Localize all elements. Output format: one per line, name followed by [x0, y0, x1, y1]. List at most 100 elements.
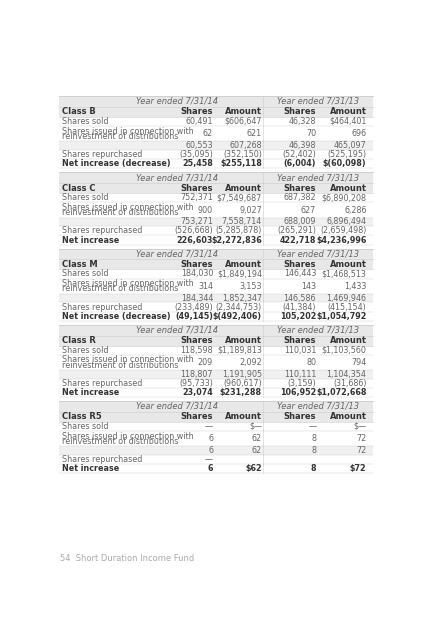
Text: Year ended 7/31/13: Year ended 7/31/13 [277, 402, 359, 411]
Text: 1,852,347: 1,852,347 [222, 294, 262, 303]
Text: Amount: Amount [330, 108, 367, 116]
Bar [59, 183, 373, 193]
Text: 184,030: 184,030 [181, 269, 213, 278]
Text: Shares issued in connection with: Shares issued in connection with [62, 203, 194, 212]
Text: 627: 627 [301, 205, 316, 214]
Text: $1,468,513: $1,468,513 [322, 269, 367, 278]
Text: 8: 8 [311, 464, 316, 473]
Text: $(60,098): $(60,098) [323, 159, 367, 168]
Text: Shares: Shares [181, 108, 213, 116]
Text: $4,236,996: $4,236,996 [316, 236, 367, 244]
Text: 6: 6 [208, 464, 213, 473]
Text: 422,718: 422,718 [280, 236, 316, 244]
Text: Shares sold: Shares sold [62, 193, 109, 202]
Text: 184,344: 184,344 [181, 294, 213, 303]
Text: Year ended 7/31/14: Year ended 7/31/14 [136, 326, 218, 335]
Text: 1,191,905: 1,191,905 [222, 370, 262, 379]
Text: 72: 72 [356, 434, 367, 443]
Text: $(492,406): $(492,406) [213, 312, 262, 321]
Bar [59, 218, 373, 226]
Text: (31,686): (31,686) [333, 379, 367, 388]
Text: Shares repurchased: Shares repurchased [62, 150, 142, 159]
Text: 146,443: 146,443 [284, 269, 316, 278]
Text: 2,092: 2,092 [239, 358, 262, 367]
Text: 72: 72 [356, 446, 367, 455]
Text: 6,286: 6,286 [344, 205, 367, 214]
Text: 146,586: 146,586 [284, 294, 316, 303]
Text: $6,890,208: $6,890,208 [322, 193, 367, 202]
Text: Shares issued in connection with: Shares issued in connection with [62, 279, 194, 288]
Text: Year ended 7/31/14: Year ended 7/31/14 [136, 173, 218, 182]
Text: $7,549,687: $7,549,687 [217, 193, 262, 202]
Text: (415,154): (415,154) [328, 303, 367, 312]
Text: Shares: Shares [181, 184, 213, 193]
Text: 110,031: 110,031 [284, 346, 316, 355]
Text: Shares issued in connection with: Shares issued in connection with [62, 431, 194, 440]
Text: reinvestment of distributions: reinvestment of distributions [62, 361, 179, 370]
Text: Shares repurchased: Shares repurchased [62, 303, 142, 312]
Text: $464,401: $464,401 [329, 117, 367, 126]
Text: 54  Short Duration Income Fund: 54 Short Duration Income Fund [60, 554, 195, 563]
Bar [59, 248, 373, 259]
Text: reinvestment of distributions: reinvestment of distributions [62, 132, 179, 141]
Text: $1,849,194: $1,849,194 [217, 269, 262, 278]
Text: 314: 314 [198, 282, 213, 291]
Text: Shares issued in connection with: Shares issued in connection with [62, 127, 194, 136]
Text: Class C: Class C [62, 184, 96, 193]
Text: 696: 696 [352, 129, 367, 138]
Text: $72: $72 [350, 464, 367, 473]
Text: Year ended 7/31/13: Year ended 7/31/13 [277, 173, 359, 182]
Bar [59, 107, 373, 117]
Text: Year ended 7/31/13: Year ended 7/31/13 [277, 97, 359, 106]
Text: (265,291): (265,291) [277, 227, 316, 236]
Text: Net increase (decrease): Net increase (decrease) [62, 312, 171, 321]
Text: Year ended 7/31/13: Year ended 7/31/13 [277, 250, 359, 259]
Text: (49,145): (49,145) [175, 312, 213, 321]
Text: Amount: Amount [225, 412, 262, 421]
Text: Year ended 7/31/14: Year ended 7/31/14 [136, 97, 218, 106]
Text: Shares: Shares [181, 336, 213, 345]
Text: 6: 6 [208, 434, 213, 443]
Text: 8: 8 [311, 446, 316, 455]
Text: (233,489): (233,489) [174, 303, 213, 312]
Bar [59, 447, 373, 455]
Text: Shares repurchased: Shares repurchased [62, 379, 142, 388]
Text: 143: 143 [301, 282, 316, 291]
Text: 465,097: 465,097 [334, 141, 367, 150]
Text: Amount: Amount [225, 108, 262, 116]
Bar [59, 401, 373, 412]
Bar [59, 294, 373, 303]
Text: (526,668): (526,668) [174, 227, 213, 236]
Text: Shares issued in connection with: Shares issued in connection with [62, 355, 194, 364]
Text: 46,398: 46,398 [289, 141, 316, 150]
Bar [59, 370, 373, 379]
Text: Shares: Shares [284, 184, 316, 193]
Text: (6,004): (6,004) [284, 159, 316, 168]
Text: 118,807: 118,807 [181, 370, 213, 379]
Text: $1,072,668: $1,072,668 [316, 388, 367, 397]
Text: 60,553: 60,553 [185, 141, 213, 150]
Text: Amount: Amount [330, 184, 367, 193]
Bar [59, 412, 373, 422]
Text: $2,272,836: $2,272,836 [211, 236, 262, 244]
Bar [59, 324, 373, 335]
Text: Amount: Amount [225, 336, 262, 345]
Text: (352,150): (352,150) [223, 150, 262, 159]
Text: Shares: Shares [284, 260, 316, 269]
Text: 209: 209 [198, 358, 213, 367]
Text: 62: 62 [252, 446, 262, 455]
Text: Class M: Class M [62, 260, 98, 269]
Text: (52,402): (52,402) [282, 150, 316, 159]
Text: 118,598: 118,598 [181, 346, 213, 355]
Text: 106,952: 106,952 [280, 388, 316, 397]
Bar [59, 259, 373, 269]
Text: $1,189,813: $1,189,813 [217, 346, 262, 355]
Bar [59, 172, 373, 183]
Text: 900: 900 [198, 205, 213, 214]
Text: Net increase (decrease): Net increase (decrease) [62, 159, 171, 168]
Text: $62: $62 [245, 464, 262, 473]
Text: Shares sold: Shares sold [62, 346, 109, 355]
Text: Shares: Shares [181, 412, 213, 421]
Text: Shares sold: Shares sold [62, 117, 109, 126]
Text: Amount: Amount [225, 184, 262, 193]
